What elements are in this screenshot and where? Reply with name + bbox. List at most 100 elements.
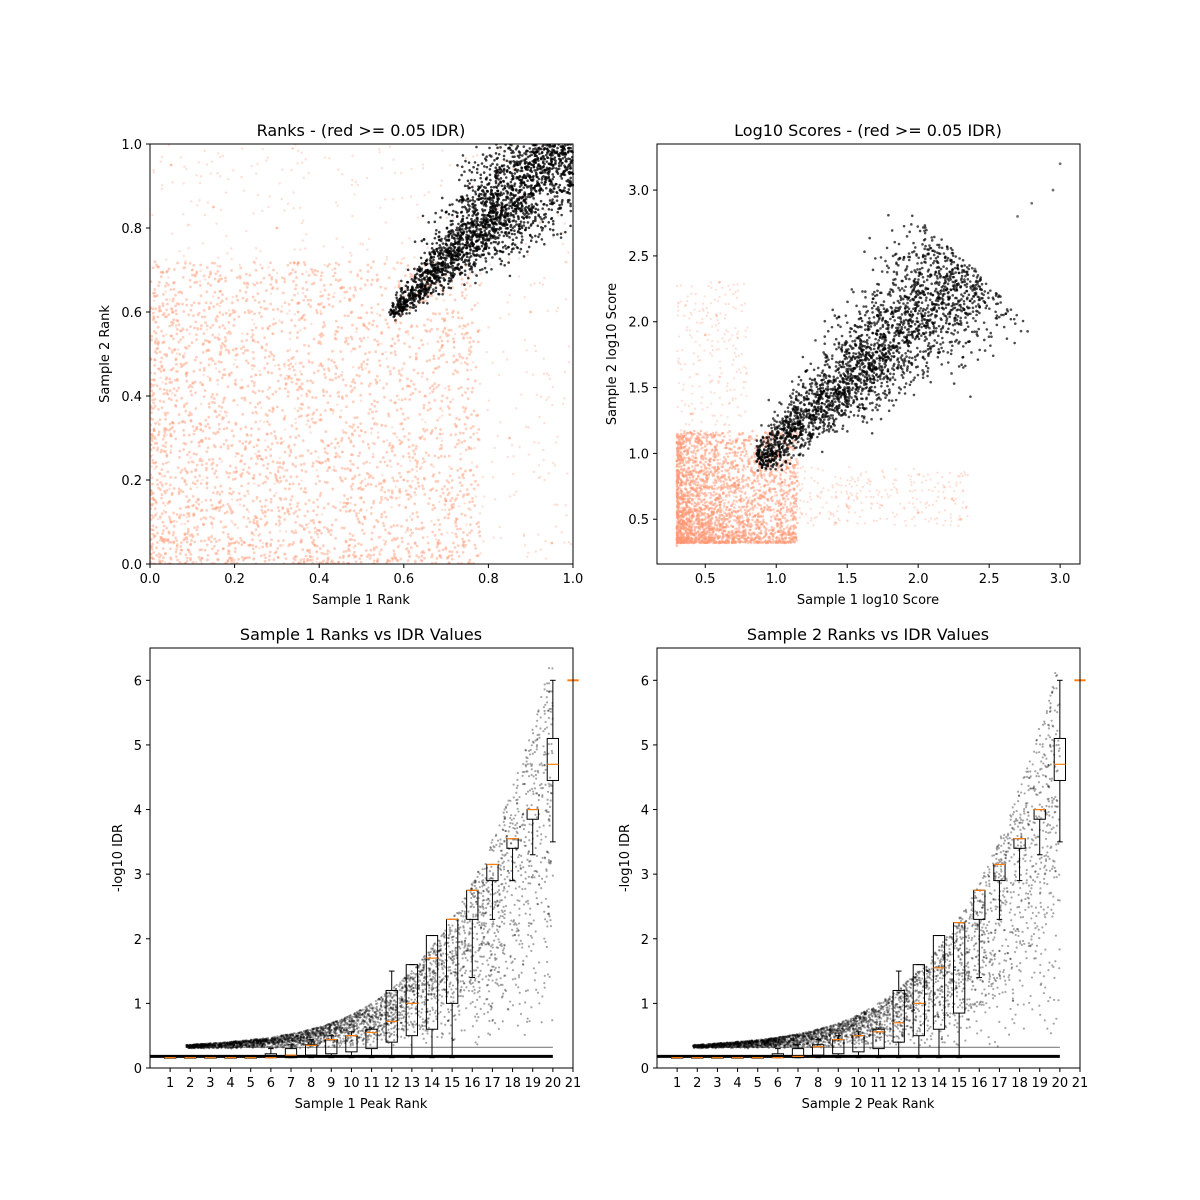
scatter-point [151,458,154,462]
scatter-point [187,498,191,502]
scatter-point [546,156,550,160]
scatter-point [502,179,505,183]
scatter-point [392,158,395,161]
scatter-point [304,158,307,161]
scatter-point [472,165,475,169]
scatter-point [511,193,515,197]
scatter-point [351,178,354,182]
scatter-point [391,557,395,561]
scatter-point [152,435,156,439]
scatter-point [209,270,212,274]
scatter-point [473,504,477,507]
scatter-point [278,456,282,460]
scatter-point [159,376,162,380]
scatter-point [351,425,354,429]
scatter-point [258,546,261,550]
scatter-point [150,384,153,388]
scatter-point [362,532,366,536]
scatter-point [199,269,202,273]
scatter-point [227,372,231,376]
scatter-point [431,487,435,491]
scatter-point [154,383,157,386]
scatter-point [155,351,159,355]
scatter-point [421,536,425,539]
scatter-point [395,479,399,483]
scatter-point [325,552,329,556]
scatter-point [241,385,245,389]
scatter-point [179,541,183,544]
scatter-point [359,422,363,426]
scatter-point [314,482,318,486]
scatter-point [568,192,572,195]
scatter-point [258,539,262,542]
scatter-point [194,468,198,471]
scatter-point [351,553,355,557]
scatter-point [300,221,304,225]
scatter-point [161,520,165,524]
scatter-point [468,346,471,350]
scatter-point [161,334,165,338]
scatter-point [205,450,209,454]
scatter-point [234,378,237,382]
scatter-point [322,283,326,287]
scatter-point [213,507,217,511]
scatter-point [375,545,379,549]
scatter-point [398,378,402,382]
scatter-point [175,399,179,403]
scatter-point [289,337,292,341]
scatter-point [390,344,394,348]
scatter-point [527,226,531,230]
scatter-point [452,541,455,545]
scatter-point [162,434,166,437]
scatter-point [283,511,287,515]
scatter-point [305,280,308,284]
scatter-point [170,434,173,438]
scatter-point [296,264,300,267]
scatter-point [490,155,493,158]
scatter-point [158,560,162,564]
scatter-point [470,238,474,242]
scatter-point [422,487,425,491]
scatter-point [161,381,164,384]
scatter-point [367,412,371,415]
scatter-point [495,186,499,190]
scatter-point [286,507,289,511]
scatter-point [563,144,567,147]
scatter-point [382,386,385,390]
scatter-point [317,456,320,459]
scatter-point [489,164,492,167]
scatter-point [202,516,206,519]
scatter-point [399,314,402,318]
scatter-point [433,236,437,240]
scatter-point [383,395,386,399]
scatter-point [181,335,185,339]
scatter-point [301,365,305,369]
scatter-point [168,377,172,381]
scatter-point [509,161,512,165]
scatter-point [265,395,269,399]
scatter-point [406,416,410,420]
scatter-point [491,476,495,479]
scatter-point [219,278,222,281]
scatter-point [259,263,262,266]
scatter-point [150,434,154,438]
scatter-point [301,314,305,318]
scatter-point [510,197,513,200]
scatter-point [165,389,169,392]
scatter-point [341,370,344,374]
scatter-point [185,346,189,350]
scatter-point [541,166,544,169]
scatter-point [420,465,423,469]
scatter-point [385,255,389,259]
scatter-point [468,340,472,344]
scatter-point [539,548,542,551]
scatter-point [156,517,160,521]
scatter-point [476,483,480,487]
scatter-point [304,490,308,494]
scatter-point [458,481,462,485]
scatter-point [407,438,411,442]
scatter-point [352,378,355,382]
scatter-point [370,311,374,315]
scatter-point [362,500,366,504]
scatter-point [342,286,345,289]
